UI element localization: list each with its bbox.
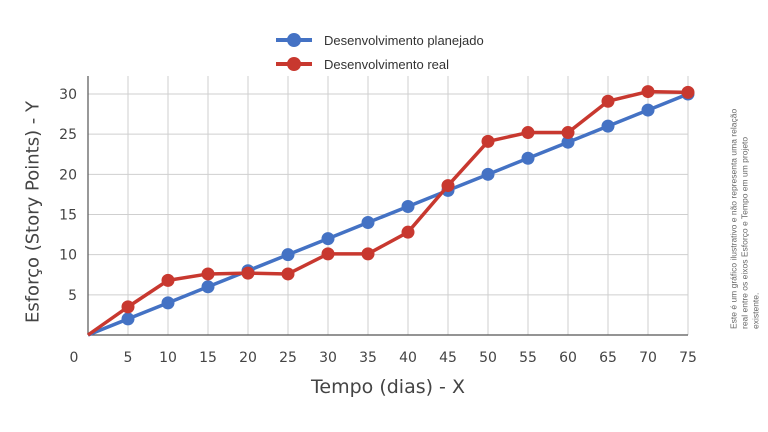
- data-point: [441, 179, 455, 193]
- y-tick-label: 30: [59, 87, 77, 103]
- x-axis-title: Tempo (dias) - X: [311, 376, 465, 398]
- x-tick-label: 45: [439, 350, 457, 366]
- x-tick-label: 60: [559, 350, 577, 366]
- legend-label-planned: Desenvolvimento planejado: [324, 32, 484, 48]
- x-tick-label: 15: [199, 350, 217, 366]
- x-tick-label: 65: [599, 350, 617, 366]
- chart-grid: [88, 76, 689, 335]
- series-line: [87, 92, 689, 337]
- data-point: [361, 247, 375, 261]
- data-point: [201, 267, 215, 281]
- y-tick-label: 10: [59, 248, 77, 264]
- chart-axes: [87, 76, 688, 336]
- data-point: [401, 199, 415, 213]
- data-point: [161, 273, 175, 287]
- data-point: [601, 94, 615, 108]
- data-point: [681, 85, 695, 99]
- data-point: [241, 266, 255, 280]
- series-line: [86, 89, 689, 337]
- data-point: [321, 232, 335, 246]
- data-point: [201, 280, 215, 294]
- legend-swatch-planned: [276, 32, 312, 48]
- data-point: [321, 247, 335, 261]
- x-tick-label: 0: [70, 350, 79, 366]
- data-point: [481, 134, 495, 148]
- data-point: [281, 248, 295, 262]
- data-point: [121, 312, 135, 326]
- y-axis-title: Esforço (Story Points) - Y: [22, 100, 44, 324]
- data-point: [601, 119, 615, 133]
- x-tick-label: 50: [479, 350, 497, 366]
- x-tick-label: 5: [124, 350, 133, 366]
- series-planned: [87, 87, 695, 337]
- data-point: [521, 151, 535, 165]
- chart-legend: Desenvolvimento planejado Desenvolviment…: [276, 28, 484, 76]
- disclaimer-note: Este é um gráfico ilustrativo e não repr…: [728, 108, 761, 329]
- x-tick-label: 10: [159, 350, 177, 366]
- data-point: [401, 225, 415, 239]
- x-tick-label: 40: [399, 350, 417, 366]
- y-tick-label: 25: [59, 127, 77, 143]
- legend-swatch-actual: [276, 56, 312, 72]
- data-point: [361, 216, 375, 230]
- data-point: [161, 296, 175, 310]
- data-point: [641, 103, 655, 117]
- data-point: [121, 300, 135, 314]
- data-point: [481, 167, 495, 181]
- data-point: [521, 126, 535, 140]
- x-tick-label: 55: [519, 350, 537, 366]
- data-point: [281, 267, 295, 281]
- legend-item-actual: Desenvolvimento real: [276, 52, 484, 76]
- y-tick-label: 20: [59, 167, 77, 183]
- x-tick-label: 75: [679, 350, 697, 366]
- data-point: [561, 135, 575, 149]
- y-tick-label: 5: [68, 288, 77, 304]
- data-point: [641, 85, 655, 99]
- x-tick-label: 30: [319, 350, 337, 366]
- legend-item-planned: Desenvolvimento planejado: [276, 28, 484, 52]
- x-tick-label: 70: [639, 350, 657, 366]
- x-tick-label: 35: [359, 350, 377, 366]
- series-actual: [86, 85, 695, 337]
- legend-label-actual: Desenvolvimento real: [324, 56, 450, 72]
- data-series: [86, 85, 695, 337]
- y-tick-label: 15: [59, 208, 77, 224]
- x-tick-label: 20: [239, 350, 257, 366]
- tick-labels: 0 5 10 15 20 25 30 35 40 45 50 55 60 65 70 75 5 10 15 20 25 3…: [59, 87, 697, 366]
- data-point: [561, 126, 575, 140]
- x-tick-label: 25: [279, 350, 297, 366]
